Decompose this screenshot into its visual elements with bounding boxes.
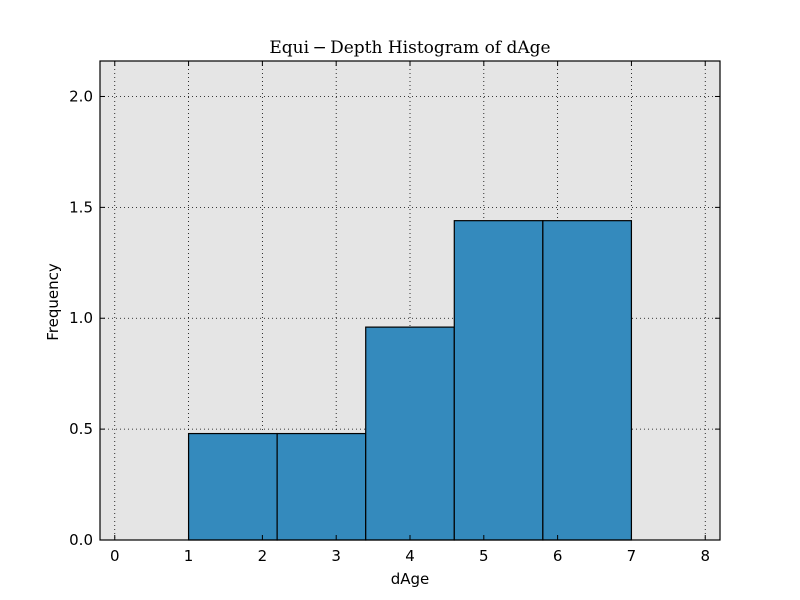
y-axis-label: Frequency [44, 263, 62, 341]
histogram-bar [365, 326, 455, 541]
x-axis-label: dAge [391, 570, 430, 588]
y-tick-label: 1.0 [69, 309, 93, 327]
x-tick-label: 0 [110, 547, 120, 565]
axis-ticks [100, 61, 720, 541]
x-tick-label: 6 [553, 547, 563, 565]
x-tick-label: 2 [258, 547, 268, 565]
x-tick-label: 5 [479, 547, 489, 565]
x-tick-label: 4 [405, 547, 415, 565]
y-tick-label: 1.5 [69, 198, 93, 216]
histogram-bar [187, 432, 278, 541]
x-tick-label: 1 [184, 547, 194, 565]
histogram-bar [453, 220, 544, 541]
x-tick-labels: 0 1 2 3 4 5 6 7 8 [110, 547, 710, 565]
y-tick-label: 2.0 [69, 87, 93, 105]
x-tick-label: 8 [700, 547, 710, 565]
histogram-bar [276, 432, 367, 541]
histogram-bars [187, 220, 633, 541]
histogram-bar [542, 220, 633, 541]
x-tick-label: 7 [627, 547, 637, 565]
y-tick-labels: 0.0 0.5 1.0 1.5 2.0 [69, 87, 93, 549]
y-tick-label: 0.0 [69, 531, 93, 549]
x-tick-label: 3 [331, 547, 341, 565]
chart-title: Equi − Depth Histogram of dAge [269, 38, 550, 58]
y-tick-label: 0.5 [69, 420, 93, 438]
